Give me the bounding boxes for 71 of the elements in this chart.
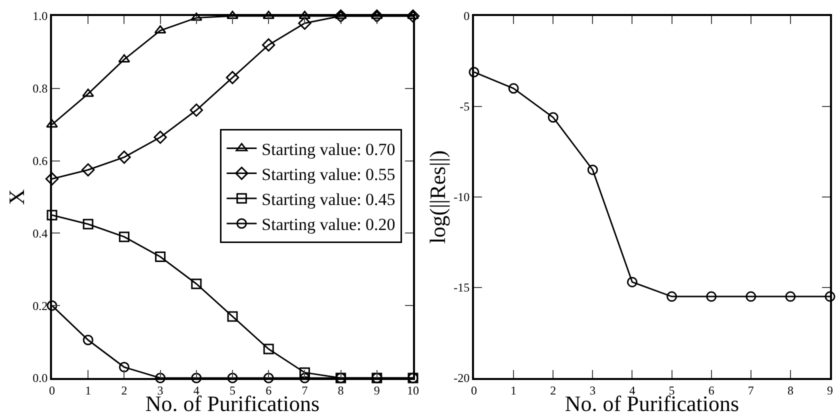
x-tick-label: 8 [338,383,344,398]
x-tick-label: 1 [510,383,517,398]
x-tick-label: 2 [550,383,556,398]
point [46,300,58,311]
y-tick-label: 0.0 [32,371,48,386]
point [155,251,166,262]
x-tick-label: 6 [708,383,714,398]
x-tick-label: 7 [302,383,308,398]
point [227,311,238,322]
x-tick-label: 4 [629,383,636,398]
point [508,83,519,94]
point [706,291,717,302]
y-tick-label: -20 [454,371,470,386]
y-tick-label: -5 [460,100,470,114]
legend-label: Starting value: 0.70 [262,140,396,159]
point [118,150,131,164]
point [154,130,167,144]
x-tick-label: 10 [407,383,419,398]
x-tick-label: 5 [230,383,236,398]
legend-label: Starting value: 0.55 [262,164,396,184]
y-tick-label: 1.0 [32,9,48,24]
y-tick-label: 0.6 [32,154,48,168]
point [82,334,94,346]
point [191,278,202,290]
point [226,70,240,84]
point [626,276,638,288]
point [468,66,480,78]
point [82,218,94,230]
point [824,291,836,302]
point [785,291,796,302]
x-tick-label: 7 [748,383,754,398]
y-tick-label: 0.4 [32,226,48,240]
x-tick-label: 1 [85,383,92,398]
point [587,164,598,176]
point [190,104,203,117]
y-tick-label: -10 [454,190,470,204]
point [118,232,130,242]
point [118,362,130,372]
x-tick-label: 8 [787,383,794,398]
point [299,367,310,378]
x-tick-label: 9 [827,383,833,398]
x-tick-label: 3 [590,383,596,398]
point [298,16,312,30]
x-tick-label: 9 [374,383,380,398]
x-tick-label: 3 [157,383,164,398]
point [155,372,166,384]
y-tick-label: 0 [464,9,470,24]
point [407,10,419,19]
point [746,291,756,302]
point [406,9,420,23]
point [226,10,238,19]
legend-label: Starting value: 0.45 [262,190,396,210]
y-axis-title: X [4,188,29,205]
point [82,163,95,176]
point [45,172,59,186]
y-tick-label: 0.8 [32,82,48,96]
point [46,210,58,220]
point [46,119,58,128]
y-tick-label: -15 [454,280,470,295]
point [263,344,274,354]
point [262,38,276,52]
point [263,372,274,384]
x-tick-label: 2 [121,383,128,398]
point [227,372,238,384]
point [666,291,678,302]
y-tick-label: 0.2 [32,298,48,313]
y-axis-title: log(||Res||) [424,150,450,244]
x-tick-label: 6 [266,383,272,398]
legend-label: Starting value: 0.20 [262,215,396,234]
point [548,112,558,123]
point [191,372,202,384]
